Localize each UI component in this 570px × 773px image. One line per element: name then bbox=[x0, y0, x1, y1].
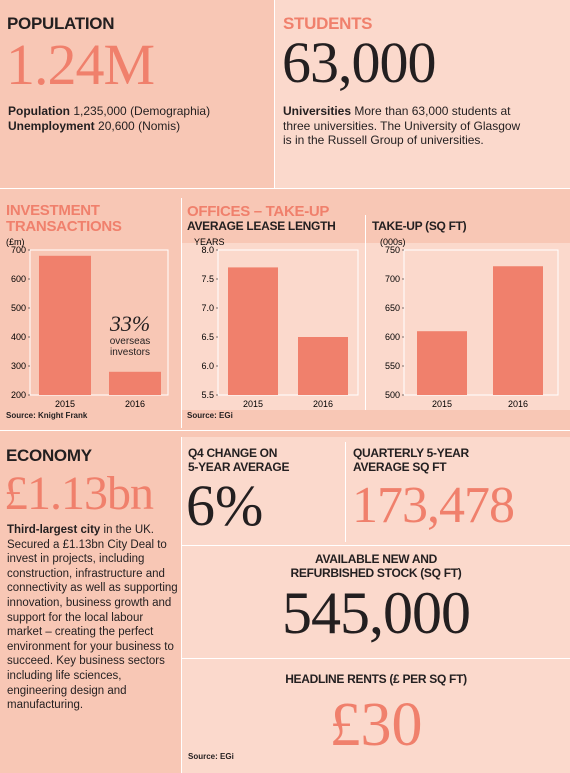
rents-title: HEADLINE RENTS (£ PER SQ FT) bbox=[285, 672, 467, 686]
y-tick-label: 700 bbox=[385, 274, 400, 284]
economy-description: in the UK. Secured a £1.13bn City Deal t… bbox=[7, 524, 178, 712]
plot-frame bbox=[29, 249, 169, 396]
lease-title: AVERAGE LEASE LENGTH bbox=[187, 219, 336, 233]
bar-2015 bbox=[228, 267, 278, 395]
q4-title-line1: Q4 CHANGE ON bbox=[188, 446, 278, 460]
offices-title: OFFICES – TAKE-UP bbox=[187, 203, 330, 220]
investment-title-line2: TRANSACTIONS bbox=[6, 218, 122, 235]
students-title: STUDENTS bbox=[283, 14, 373, 33]
plot-frame bbox=[403, 249, 559, 396]
y-tick-label: 500 bbox=[385, 390, 400, 400]
students-text: Universities More than 63,000 students a… bbox=[283, 104, 523, 148]
takeup-title: TAKE-UP (SQ FT) bbox=[372, 219, 467, 233]
divider bbox=[182, 545, 570, 546]
divider bbox=[181, 198, 182, 428]
q4-title-line2: 5-YEAR AVERAGE bbox=[188, 460, 290, 474]
y-tick-label: 200 bbox=[11, 390, 26, 400]
y-axis-label: (000s) bbox=[380, 237, 406, 247]
y-tick-label: 6.5 bbox=[201, 332, 214, 342]
overseas-line2: investors bbox=[109, 347, 150, 358]
quarterly-title-line2: AVERAGE SQ FT bbox=[353, 460, 447, 474]
y-tick-label: 5.5 bbox=[201, 390, 214, 400]
y-tick-label: 7.5 bbox=[201, 274, 214, 284]
q4-title: Q4 CHANGE ON 5-YEAR AVERAGE bbox=[188, 446, 289, 474]
y-tick-label: 6.0 bbox=[201, 361, 214, 371]
y-axis-label: YEARS bbox=[194, 237, 225, 247]
takeup-chart: (000s)750 700 650 600 550 500 2015 2016 bbox=[380, 237, 559, 409]
stock-figure: 545,000 bbox=[282, 580, 471, 646]
overseas-percent: 33% bbox=[109, 311, 151, 336]
divider bbox=[365, 215, 366, 410]
x-tick-label: 2015 bbox=[243, 399, 263, 409]
bar-2016 bbox=[109, 371, 161, 395]
investment-title: INVESTMENT TRANSACTIONS bbox=[6, 203, 122, 235]
lower-right-panel bbox=[182, 437, 570, 773]
x-tick-label: 2015 bbox=[432, 399, 452, 409]
stock-title: AVAILABLE NEW AND REFURBISHED STOCK (SQ … bbox=[182, 552, 570, 580]
investment-chart: (£m)700 600 500 400 300 200 2015 2016 bbox=[6, 237, 169, 409]
plot-frame bbox=[217, 249, 359, 396]
population-value: 1,235,000 (Demographia) bbox=[73, 104, 211, 118]
population-title: POPULATION bbox=[7, 14, 115, 33]
investment-title-line1: INVESTMENT bbox=[6, 202, 100, 219]
y-tick-label: 300 bbox=[11, 361, 26, 371]
y-tick-label: 700 bbox=[11, 245, 26, 255]
x-tick-label: 2016 bbox=[508, 399, 528, 409]
divider bbox=[181, 437, 182, 773]
y-axis-label: (£m) bbox=[6, 237, 25, 247]
stock-title-line1: AVAILABLE NEW AND bbox=[314, 552, 437, 566]
divider bbox=[0, 188, 570, 189]
students-figure: 63,000 bbox=[282, 30, 436, 95]
bar-2016 bbox=[298, 337, 348, 395]
offices-source: Source: EGi bbox=[187, 411, 233, 420]
y-tick-label: 400 bbox=[11, 332, 26, 342]
y-tick-label: 600 bbox=[385, 332, 400, 342]
economy-text: Third-largest city in the UK. Secured a … bbox=[7, 523, 179, 713]
investment-source: Source: Knight Frank bbox=[6, 411, 88, 420]
stock-title-line2: REFURBISHED STOCK (SQ FT) bbox=[290, 566, 462, 580]
students-panel bbox=[275, 0, 570, 188]
students-lead: Universities bbox=[283, 104, 352, 118]
x-tick-label: 2016 bbox=[313, 399, 333, 409]
students-description: More than 63,000 students at three unive… bbox=[283, 104, 521, 147]
divider bbox=[345, 442, 346, 542]
divider bbox=[182, 658, 570, 659]
x-tick-label: 2015 bbox=[55, 399, 75, 409]
divider bbox=[274, 0, 275, 188]
quarterly-title-line1: QUARTERLY 5-YEAR bbox=[353, 446, 469, 460]
population-figure: 1.24M bbox=[6, 32, 155, 97]
unemployment-line: Unemployment 20,600 (Nomis) bbox=[8, 119, 180, 134]
q4-figure: 6% bbox=[186, 473, 264, 538]
population-line: Population 1,235,000 (Demographia) bbox=[8, 104, 210, 119]
y-tick-label: 750 bbox=[385, 245, 400, 255]
y-tick-label: 7.0 bbox=[201, 303, 214, 313]
bar-2015 bbox=[417, 331, 467, 395]
overseas-line1: overseas bbox=[109, 336, 151, 347]
quarterly-title: QUARTERLY 5-YEAR AVERAGE SQ FT bbox=[353, 446, 469, 474]
population-label: Population bbox=[8, 104, 70, 118]
rents-figure: £30 bbox=[329, 691, 423, 759]
economy-title: ECONOMY bbox=[6, 446, 92, 465]
economy-lead: Third-largest city bbox=[7, 524, 101, 536]
x-tick-label: 2016 bbox=[125, 399, 145, 409]
bar-2015 bbox=[39, 255, 91, 395]
bar-2016 bbox=[493, 266, 543, 395]
unemployment-label: Unemployment bbox=[8, 119, 95, 133]
economy-figure: £1.13bn bbox=[4, 467, 154, 520]
divider bbox=[0, 430, 570, 431]
quarterly-figure: 173,478 bbox=[352, 477, 515, 534]
investment-note: 33% overseas investors bbox=[95, 311, 165, 359]
y-tick-label: 600 bbox=[11, 274, 26, 284]
y-tick-label: 500 bbox=[11, 303, 26, 313]
y-tick-label: 550 bbox=[385, 361, 400, 371]
y-tick-label: 8.0 bbox=[201, 245, 214, 255]
rents-source: Source: EGi bbox=[188, 752, 234, 761]
y-tick-label: 650 bbox=[385, 303, 400, 313]
unemployment-value: 20,600 (Nomis) bbox=[98, 119, 181, 133]
